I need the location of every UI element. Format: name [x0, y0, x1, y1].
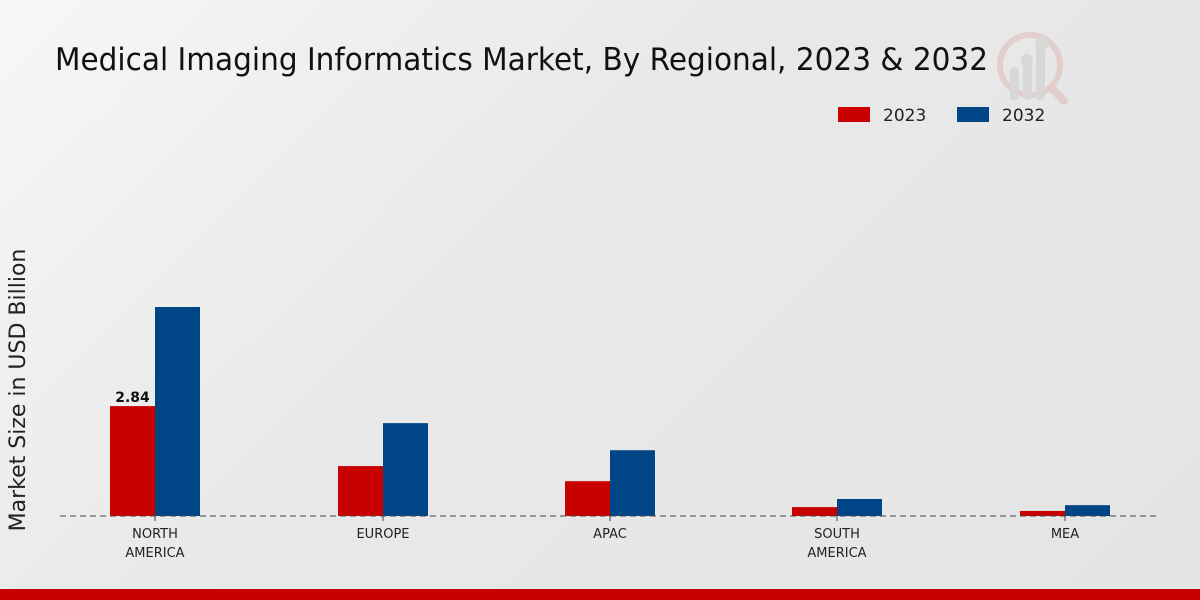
watermark-logo [997, 32, 1068, 105]
bar-2032-north-america [155, 307, 200, 516]
legend-swatch-2032 [957, 107, 989, 122]
bar-2032-apac [610, 450, 655, 516]
x-axis-ticks: NORTH AMERICA EUROPE APAC SOUTH AMERICA MEA [125, 516, 1079, 561]
x-tick-label: MEA [1051, 527, 1079, 542]
footer-bar [0, 589, 1200, 600]
legend: 2023 2032 [838, 106, 1045, 126]
bar-2023-europe [338, 466, 383, 516]
legend-label-2032: 2032 [1002, 106, 1045, 126]
bar-2032-mea [1065, 505, 1110, 516]
bar-2032-south-america [837, 498, 882, 516]
legend-label-2023: 2023 [883, 106, 926, 126]
bar-2023-apac [565, 481, 610, 516]
bar-2023-north-america [110, 406, 155, 516]
bars: 2.84 [110, 307, 1110, 516]
bar-2023-south-america [792, 507, 837, 516]
legend-swatch-2023 [838, 107, 870, 122]
chart-title: Medical Imaging Informatics Market, By R… [55, 42, 988, 78]
x-tick-label: APAC [593, 527, 627, 542]
x-tick-label: SOUTH AMERICA [807, 527, 866, 561]
x-tick-label: EUROPE [356, 527, 409, 542]
bar-2032-europe [383, 423, 428, 516]
data-label: 2.84 [115, 390, 150, 406]
bar-2023-mea [1020, 510, 1065, 516]
y-axis-label: Market Size in USD Billion [6, 249, 31, 532]
x-tick-label: NORTH AMERICA [125, 527, 184, 561]
